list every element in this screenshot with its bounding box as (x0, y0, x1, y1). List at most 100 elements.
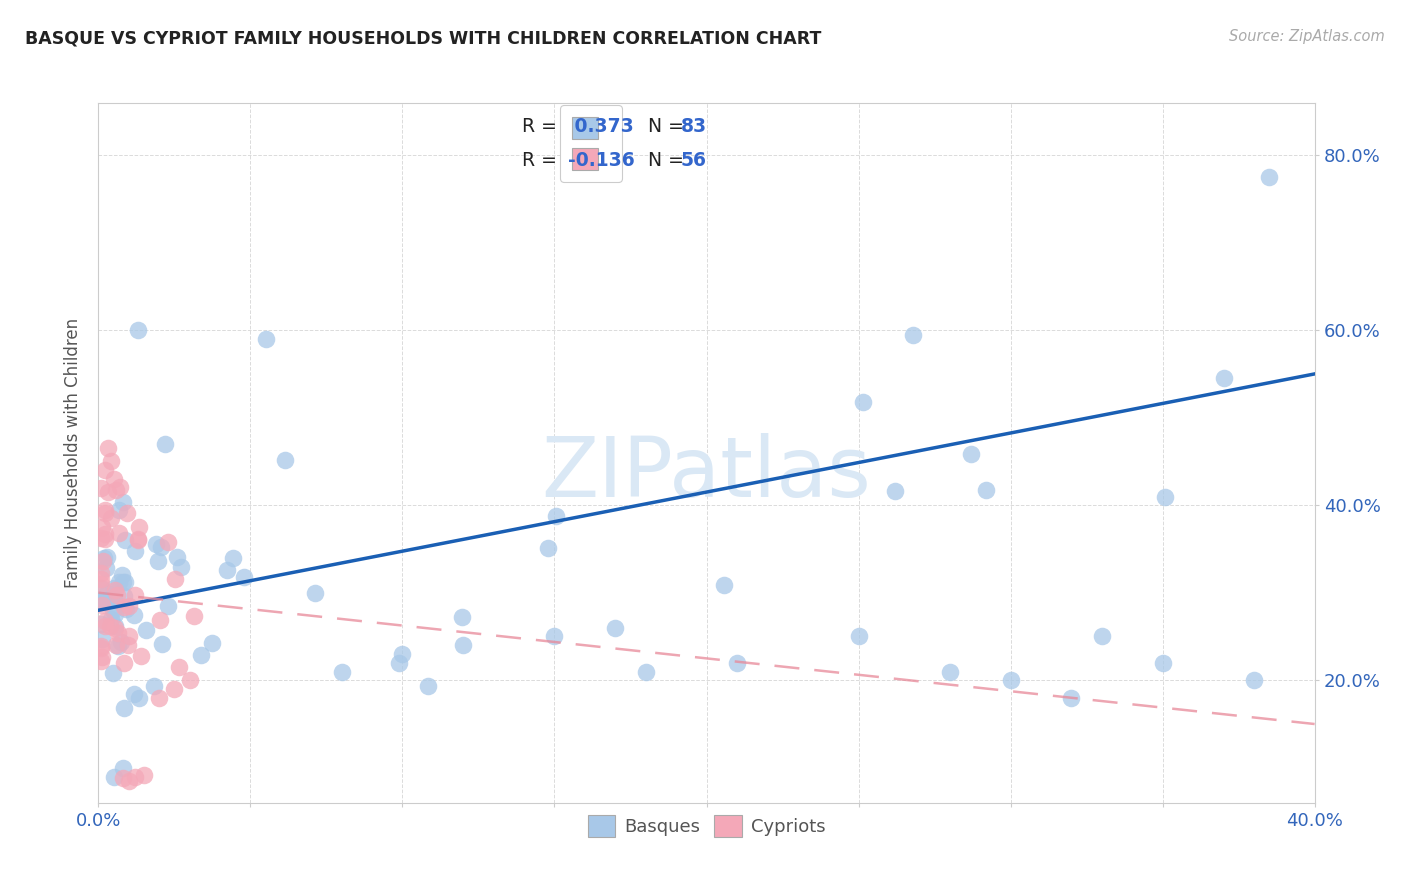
Point (94, 561, 117, 575)
Text: Source: ZipAtlas.com: Source: ZipAtlas.com (1229, 29, 1385, 45)
Point (110, 635, 132, 649)
Point (148, 690, 170, 705)
Point (157, 599, 180, 614)
Point (233, 570, 256, 584)
Point (100, 612, 122, 626)
Point (101, 591, 124, 606)
Point (112, 495, 135, 509)
Point (94, 527, 117, 541)
Point (167, 660, 190, 674)
Point (884, 483, 907, 498)
Point (115, 602, 138, 616)
Point (852, 395, 875, 409)
Point (1243, 673, 1265, 688)
Point (1213, 371, 1236, 385)
Point (179, 673, 201, 688)
Point (605, 621, 627, 635)
Point (96, 586, 118, 600)
Point (90, 566, 112, 581)
Point (96, 549, 118, 564)
Text: 56: 56 (681, 151, 707, 170)
Point (254, 332, 277, 346)
Point (128, 520, 150, 534)
Point (90, 572, 112, 586)
Text: 83: 83 (681, 117, 707, 136)
Point (221, 551, 243, 566)
Point (103, 472, 125, 486)
Point (104, 582, 127, 597)
Point (135, 623, 157, 637)
Text: -0.136: -0.136 (568, 151, 636, 170)
Point (107, 626, 129, 640)
Point (453, 638, 475, 652)
Text: R =: R = (522, 117, 562, 136)
Point (105, 638, 128, 652)
Point (90, 591, 112, 605)
Point (124, 543, 146, 558)
Point (90, 632, 112, 647)
Point (100, 454, 122, 468)
Point (94, 614, 117, 628)
Point (90, 481, 112, 495)
Point (163, 572, 186, 586)
Point (111, 567, 134, 582)
Text: N =: N = (630, 151, 690, 170)
Point (104, 619, 127, 633)
Point (98, 619, 121, 633)
Point (122, 608, 145, 623)
Point (1152, 656, 1174, 670)
Point (330, 665, 353, 679)
Point (274, 453, 297, 467)
Point (128, 690, 150, 705)
Y-axis label: Family Households with Children: Family Households with Children (63, 318, 82, 588)
Legend: Basques, Cypriots: Basques, Cypriots (579, 806, 834, 847)
Point (93, 550, 115, 565)
Point (90, 531, 112, 545)
Point (96, 485, 118, 500)
Text: N =: N = (630, 117, 690, 136)
Point (108, 503, 131, 517)
Point (107, 639, 129, 653)
Point (974, 483, 997, 498)
Point (118, 629, 141, 643)
Point (1060, 690, 1083, 705)
Point (117, 506, 139, 520)
Point (388, 656, 411, 670)
Point (103, 770, 125, 784)
Point (103, 622, 125, 636)
Point (91, 554, 114, 568)
Point (215, 562, 238, 576)
Point (105, 483, 128, 497)
Point (118, 773, 141, 788)
Point (150, 541, 173, 555)
Point (304, 586, 326, 600)
Point (939, 665, 962, 679)
Point (201, 636, 224, 650)
Point (537, 541, 560, 555)
Point (848, 630, 870, 644)
Point (146, 554, 169, 568)
Point (90, 639, 112, 653)
Point (118, 599, 141, 613)
Point (93, 502, 115, 516)
Point (1154, 490, 1177, 504)
Point (93, 619, 115, 633)
Point (108, 525, 131, 540)
Point (418, 679, 440, 693)
Point (127, 323, 149, 337)
Point (104, 607, 127, 621)
Point (713, 578, 735, 592)
Point (166, 549, 188, 564)
Point (163, 681, 186, 696)
Point (111, 772, 134, 786)
Text: BASQUE VS CYPRIOT FAMILY HOUSEHOLDS WITH CHILDREN CORRELATION CHART: BASQUE VS CYPRIOT FAMILY HOUSEHOLDS WITH… (25, 29, 821, 47)
Text: ZIPatlas: ZIPatlas (541, 434, 872, 514)
Point (143, 679, 166, 693)
Point (124, 588, 146, 602)
Point (100, 511, 122, 525)
Point (112, 657, 135, 671)
Point (108, 574, 131, 589)
Point (145, 537, 167, 551)
Point (93, 532, 115, 546)
Point (90, 581, 112, 595)
